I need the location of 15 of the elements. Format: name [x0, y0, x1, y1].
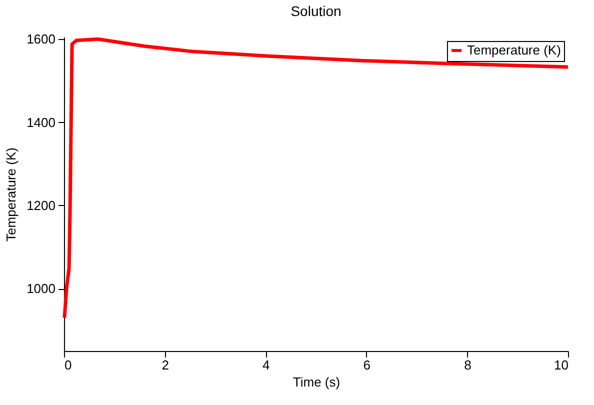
y-tick-label: 1400 [26, 114, 56, 130]
x-tick-label: 0 [64, 358, 72, 372]
legend-label: Temperature (K) [467, 42, 561, 58]
chart-title: Solution [290, 3, 342, 20]
y-axis-title: Temperature (K) [4, 148, 19, 242]
y-tick-label: 1000 [26, 281, 56, 296]
x-tick-label: 6 [363, 358, 371, 372]
x-axis-title: Time (s) [292, 374, 340, 390]
x-tick-label: 10 [554, 358, 568, 372]
line-series [62, 37, 570, 320]
y-tick-label: 1600 [26, 32, 56, 47]
y-tick-label: 1200 [26, 198, 56, 213]
x-tick-label: 8 [464, 358, 472, 372]
x-tick-label: 2 [162, 358, 169, 372]
x-tick-label: 4 [262, 358, 270, 372]
